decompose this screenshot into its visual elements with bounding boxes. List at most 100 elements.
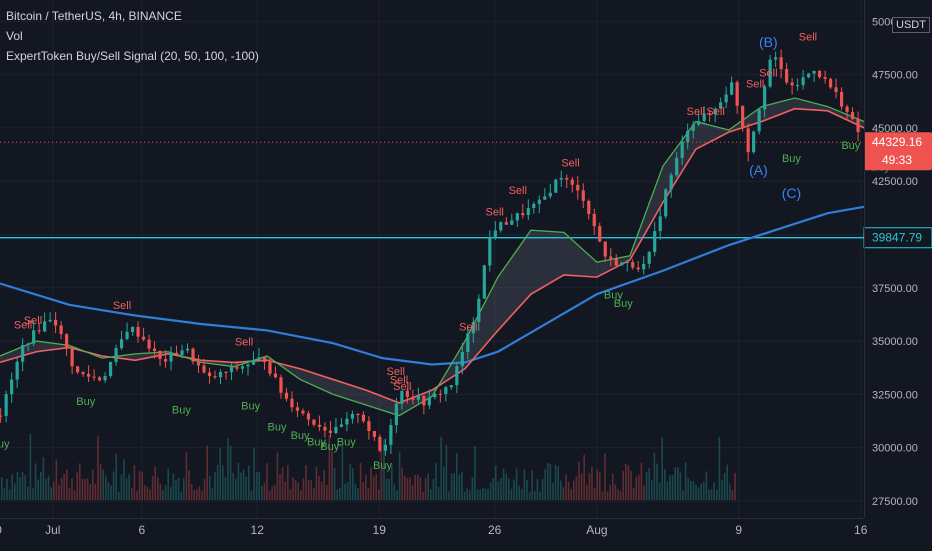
- candle-body: [559, 177, 563, 180]
- volume-bar: [679, 471, 682, 500]
- candle-body: [576, 184, 580, 191]
- volume-bar: [640, 462, 643, 500]
- volume-bar: [11, 474, 13, 500]
- volume-bar: [450, 473, 453, 500]
- candle-body: [785, 69, 789, 83]
- candle-body: [372, 431, 376, 437]
- volume-bar: [669, 475, 671, 500]
- volume-bar: [357, 488, 359, 500]
- volume-bar: [367, 488, 370, 500]
- candle-body: [416, 396, 420, 400]
- signal-indicator-label[interactable]: ExpertToken Buy/Sell Signal (20, 50, 100…: [6, 49, 259, 63]
- volume-bar: [136, 491, 138, 500]
- countdown-label: 49:33: [882, 153, 912, 167]
- candle-body: [675, 157, 679, 176]
- candle-body: [724, 94, 728, 103]
- volume-bar: [289, 489, 292, 500]
- volume-bar: [638, 474, 640, 500]
- candle-body: [378, 436, 382, 451]
- volume-bar: [398, 451, 401, 500]
- candle-body: [790, 82, 794, 86]
- axes-labels: 50000.0047500.0045000.0042500.0040000.00…: [0, 16, 932, 537]
- candle-body: [4, 394, 8, 416]
- candle-body: [625, 262, 629, 264]
- candle-body: [532, 203, 536, 209]
- candle-body: [433, 393, 437, 398]
- volume-bar: [378, 489, 380, 500]
- volume-bar: [632, 488, 635, 500]
- volume-bar: [177, 477, 180, 500]
- signal-sell-label: Sell: [746, 78, 764, 90]
- signal-sell-label: Sell: [113, 300, 131, 312]
- signal-buy-label: Buy: [604, 289, 623, 301]
- candle-body: [257, 357, 261, 361]
- signal-sell-label: Sell: [387, 366, 405, 378]
- volume-bar: [253, 447, 255, 500]
- time-tick-label: 19: [373, 523, 387, 537]
- volume-bar: [456, 453, 458, 500]
- volume-bar: [661, 437, 663, 500]
- candle-body: [614, 258, 618, 266]
- signal-sell-label: Sell: [393, 381, 411, 393]
- volume-bar: [1, 477, 3, 500]
- price-axis[interactable]: [864, 0, 932, 518]
- candle-body: [449, 385, 453, 388]
- volume-bar: [201, 491, 203, 500]
- volume-bar: [313, 488, 315, 500]
- signal-sell-label: Sell: [390, 375, 408, 387]
- volume-bar: [695, 484, 697, 500]
- time-tick-label: 12: [251, 523, 265, 537]
- candle-body: [389, 425, 393, 445]
- candle-body: [598, 226, 602, 242]
- volume-bar: [703, 481, 705, 500]
- volume-bar: [315, 466, 318, 500]
- candle-body: [768, 59, 772, 87]
- volume-bar: [534, 491, 536, 500]
- volume-bar: [430, 489, 432, 500]
- volume-bar: [320, 481, 323, 500]
- candle-body: [757, 109, 761, 132]
- volume-bar: [24, 475, 26, 500]
- volume-indicator-label[interactable]: Vol: [6, 29, 23, 43]
- volume-bar: [21, 471, 24, 500]
- candle-body: [499, 222, 503, 231]
- volume-bar: [453, 473, 455, 500]
- volume-bar: [203, 478, 206, 500]
- candle-body: [411, 396, 415, 400]
- volume-bar: [323, 470, 325, 500]
- candle-body: [620, 262, 624, 266]
- volume-bar: [310, 480, 312, 500]
- time-axis[interactable]: [0, 518, 864, 551]
- currency-badge[interactable]: USDT: [892, 17, 930, 33]
- time-tick-label: Jul: [45, 523, 60, 537]
- candle-body: [229, 367, 234, 373]
- volume-bar: [528, 491, 531, 500]
- volume-bar: [713, 482, 715, 500]
- volume-bar: [14, 483, 16, 500]
- candle-body: [697, 120, 701, 125]
- volume-bar: [229, 445, 232, 500]
- volume-bar: [461, 471, 463, 500]
- volume-bar: [53, 481, 55, 500]
- volume-bar: [144, 485, 146, 500]
- candle-body: [631, 262, 635, 268]
- volume-bar: [690, 480, 692, 500]
- candle-body: [180, 350, 184, 356]
- volume-bar: [245, 476, 247, 500]
- volume-bar: [599, 472, 601, 500]
- volume-bar: [170, 487, 172, 500]
- candle-body: [54, 319, 58, 326]
- volume-bar: [510, 488, 513, 500]
- volume-bar: [393, 484, 396, 500]
- volume-bar: [729, 484, 731, 500]
- symbol-title[interactable]: Bitcoin / TetherUS, 4h, BINANCE: [6, 9, 182, 23]
- volume-bar: [518, 485, 520, 500]
- volume-bar: [700, 483, 702, 500]
- wave-annotation-label: (C): [782, 185, 801, 201]
- volume-bar: [240, 472, 242, 500]
- volume-bar: [404, 475, 406, 500]
- volume-bar: [92, 469, 94, 500]
- volume-bar: [42, 456, 45, 500]
- volume-bar: [120, 474, 123, 500]
